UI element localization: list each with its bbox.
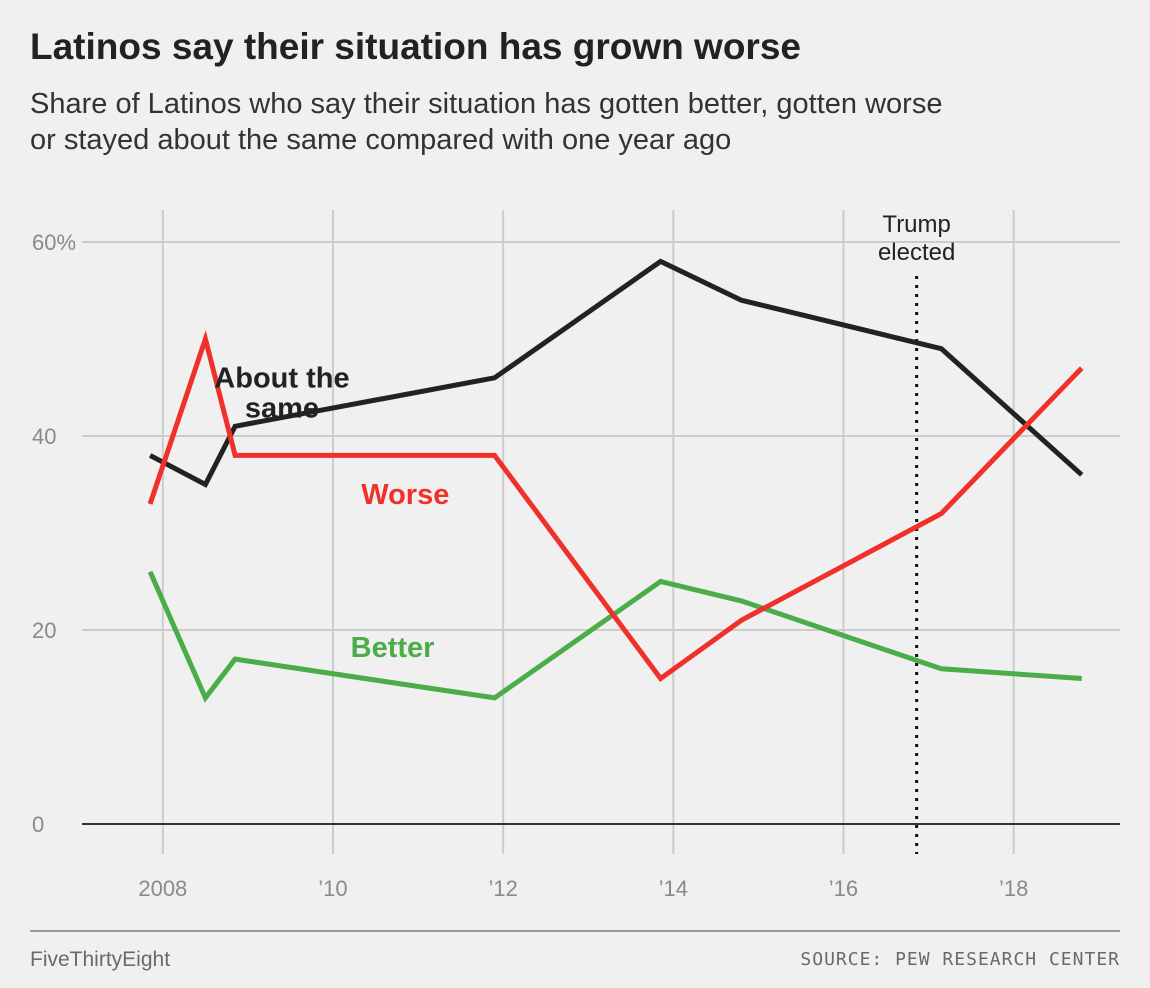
x-tick-label: ’10 bbox=[318, 876, 347, 901]
x-tick-label: ’16 bbox=[829, 876, 858, 901]
x-tick-label: ’12 bbox=[488, 876, 517, 901]
series-line-better bbox=[147, 570, 1082, 703]
y-tick-label: 60% bbox=[32, 230, 76, 255]
source-label: SOURCE: PEW RESEARCH CENTER bbox=[800, 949, 1120, 970]
subtitle-line-1: Share of Latinos who say their situation… bbox=[30, 88, 943, 120]
y-tick-label: 0 bbox=[32, 812, 44, 837]
series-line-about-the-same bbox=[148, 258, 1084, 488]
series-label-better: Better bbox=[351, 632, 435, 664]
gridlines bbox=[82, 210, 1120, 854]
y-tick-label: 40 bbox=[32, 424, 56, 449]
x-tick-label: 2008 bbox=[138, 876, 187, 901]
trump-elected-label: elected bbox=[878, 239, 955, 266]
subtitle-line-2: or stayed about the same compared with o… bbox=[30, 124, 732, 156]
series-line-worse bbox=[147, 330, 1084, 682]
series-label-about-the-same: same bbox=[245, 393, 319, 425]
y-tick-label: 20 bbox=[32, 618, 56, 643]
series-lines bbox=[147, 258, 1084, 703]
axes: 2008 ’10 ’12 ’14 ’16 ’18 0 20 40 60% bbox=[32, 230, 1120, 901]
footer-divider bbox=[30, 930, 1120, 932]
chart-subtitle: Share of Latinos who say their situation… bbox=[30, 86, 1130, 158]
brand-label: FiveThirtyEight bbox=[30, 948, 171, 971]
x-tick-label: ’18 bbox=[999, 876, 1028, 901]
series-label-about-the-same: About the bbox=[214, 363, 349, 395]
x-tick-label: ’14 bbox=[659, 876, 688, 901]
chart-title: Latinos say their situation has grown wo… bbox=[30, 26, 801, 67]
trump-elected-label: Trump bbox=[882, 211, 950, 238]
series-label-worse: Worse bbox=[361, 479, 449, 511]
